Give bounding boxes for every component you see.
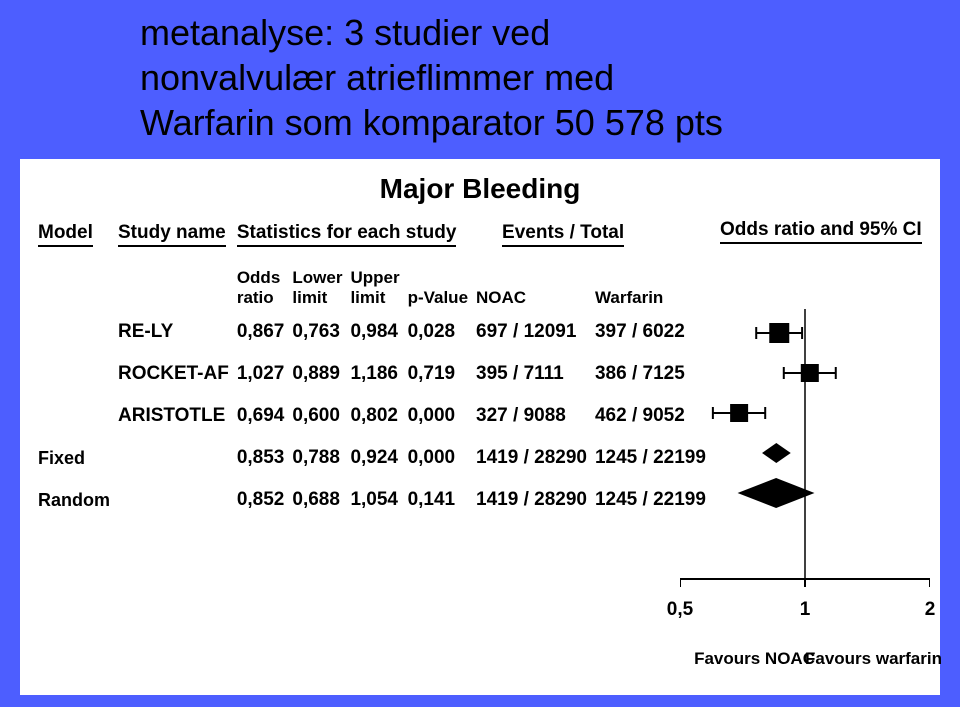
header-row-1: Model Study name Statistics for each stu… (34, 219, 710, 250)
x-tick-label: 1 (800, 599, 811, 621)
summary-or: 0,852 (233, 479, 289, 521)
study-row: ARISTOTLE0,6940,6000,8020,000327 / 90884… (34, 395, 710, 437)
figure-panel: Major Bleeding Model Study name Statisti… (20, 159, 940, 695)
model-header: Model (38, 222, 93, 247)
summary-lo: 0,688 (288, 479, 346, 521)
summary-row: Random0,8520,6881,0540,1411419 / 2829012… (34, 479, 710, 521)
slide: metanalyse: 3 studier ved nonvalvulær at… (0, 0, 960, 707)
favours-noac-label: Favours NOAC (694, 649, 815, 669)
events-header: Events / Total (502, 222, 624, 247)
header-row-2: Oddsratio Lowerlimit Upperlimit p-Value … (34, 250, 710, 311)
pvalue-subheader: p-Value (408, 288, 468, 307)
study-header: Study name (118, 222, 226, 247)
lower-subheader: Lowerlimit (292, 268, 342, 307)
summary-or: 0,853 (233, 437, 289, 479)
study-hi: 0,984 (346, 311, 403, 353)
study-name: ARISTOTLE (114, 395, 233, 437)
forest-plot (680, 309, 930, 639)
study-noac: 697 / 12091 (472, 311, 591, 353)
title-line-2: nonvalvulær atrieflimmer med (140, 55, 900, 100)
figure-title: Major Bleeding (34, 173, 926, 205)
study-lo: 0,889 (288, 353, 346, 395)
x-tick-label: 0,5 (667, 599, 693, 621)
study-hi: 1,186 (346, 353, 403, 395)
summary-noac: 1419 / 28290 (472, 437, 591, 479)
study-row: RE-LY0,8670,7630,9840,028697 / 12091397 … (34, 311, 710, 353)
study-name: RE-LY (114, 311, 233, 353)
summary-p: 0,141 (404, 479, 472, 521)
study-p: 0,719 (404, 353, 472, 395)
study-lo: 0,600 (288, 395, 346, 437)
summary-p: 0,000 (404, 437, 472, 479)
favours-warfarin-label: Favours warfarin (805, 649, 942, 669)
study-noac: 395 / 7111 (472, 353, 591, 395)
study-or: 0,694 (233, 395, 289, 437)
study-name: ROCKET-AF (114, 353, 233, 395)
study-noac: 327 / 9088 (472, 395, 591, 437)
model-name: Fixed (34, 437, 114, 479)
x-tick-label: 2 (925, 599, 936, 621)
study-p: 0,000 (404, 395, 472, 437)
study-row: ROCKET-AF1,0270,8891,1860,719395 / 71113… (34, 353, 710, 395)
noac-subheader: NOAC (476, 288, 526, 307)
model-name: Random (34, 479, 114, 521)
title-line-3: Warfarin som komparator 50 578 pts (140, 100, 900, 145)
upper-subheader: Upperlimit (350, 268, 399, 307)
summary-row: Fixed0,8530,7880,9240,0001419 / 28290124… (34, 437, 710, 479)
study-p: 0,028 (404, 311, 472, 353)
data-table: Model Study name Statistics for each stu… (34, 219, 674, 521)
study-hi: 0,802 (346, 395, 403, 437)
study-lo: 0,763 (288, 311, 346, 353)
study-or: 1,027 (233, 353, 289, 395)
stats-header: Statistics for each study (237, 222, 457, 247)
warfarin-subheader: Warfarin (595, 288, 663, 307)
study-or: 0,867 (233, 311, 289, 353)
summary-hi: 1,054 (346, 479, 403, 521)
summary-lo: 0,788 (288, 437, 346, 479)
summary-hi: 0,924 (346, 437, 403, 479)
title-line-1: metanalyse: 3 studier ved (140, 10, 900, 55)
summary-noac: 1419 / 28290 (472, 479, 591, 521)
plot-header: Odds ratio and 95% CI (720, 219, 922, 244)
or-subheader: Oddsratio (237, 268, 280, 307)
slide-title: metanalyse: 3 studier ved nonvalvulær at… (0, 0, 960, 159)
